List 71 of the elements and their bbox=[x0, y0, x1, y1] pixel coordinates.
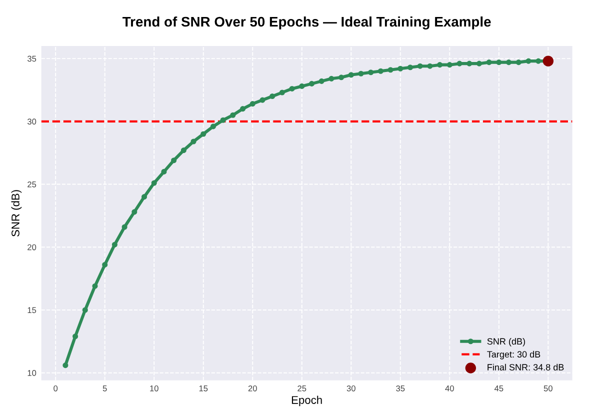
point bbox=[230, 112, 236, 118]
point bbox=[180, 148, 186, 154]
point bbox=[141, 194, 148, 200]
point bbox=[210, 124, 216, 130]
point bbox=[496, 60, 502, 66]
x-tick-label: 45 bbox=[494, 386, 504, 392]
point bbox=[328, 76, 334, 82]
point bbox=[190, 138, 196, 144]
chart-title: Trend of SNR Over 50 Epochs — Ideal Training Example bbox=[122, 16, 491, 30]
point bbox=[240, 106, 246, 112]
point bbox=[407, 64, 414, 70]
point bbox=[466, 60, 472, 66]
point bbox=[348, 72, 354, 78]
legend-label: SNR (dB) bbox=[487, 338, 525, 346]
point bbox=[299, 83, 305, 89]
point bbox=[417, 63, 423, 69]
point bbox=[427, 63, 433, 69]
x-tick-label: 10 bbox=[150, 385, 158, 392]
point bbox=[250, 101, 256, 107]
point bbox=[132, 209, 138, 215]
x-tick-label: 0 bbox=[54, 385, 58, 392]
point bbox=[171, 158, 177, 164]
x-tick-label: 40 bbox=[445, 385, 454, 392]
point bbox=[526, 58, 532, 64]
point bbox=[260, 97, 266, 103]
point bbox=[200, 131, 206, 137]
y-axis-title: SNR (dB) bbox=[11, 190, 22, 236]
point bbox=[446, 62, 452, 68]
point bbox=[542, 56, 554, 66]
point bbox=[62, 362, 68, 368]
point bbox=[289, 86, 295, 92]
x-tick-label: 25 bbox=[298, 385, 306, 392]
x-tick-label: 15 bbox=[199, 386, 208, 392]
x-tick-label: 35 bbox=[396, 385, 405, 392]
point bbox=[82, 307, 88, 313]
point bbox=[378, 68, 384, 74]
point bbox=[437, 62, 443, 68]
point bbox=[398, 66, 404, 72]
legend-label: Final SNR: 34.8 dB bbox=[488, 364, 564, 370]
point bbox=[279, 90, 285, 96]
y-tick-label: 20 bbox=[28, 244, 36, 250]
y-tick-label: 35 bbox=[27, 56, 36, 62]
point bbox=[122, 224, 128, 230]
point bbox=[161, 168, 167, 174]
point bbox=[506, 60, 512, 66]
point bbox=[308, 80, 315, 86]
point bbox=[318, 78, 324, 84]
point bbox=[368, 70, 374, 76]
x-tick-label: 5 bbox=[102, 386, 107, 392]
point bbox=[72, 334, 78, 340]
point bbox=[516, 60, 522, 66]
point bbox=[338, 74, 344, 80]
legend-label: Target: 30 dB bbox=[487, 350, 540, 360]
point bbox=[102, 262, 108, 268]
point bbox=[92, 283, 98, 289]
point bbox=[388, 67, 394, 73]
point bbox=[112, 242, 118, 248]
x-tick-label: 30 bbox=[346, 385, 356, 392]
y-tick-label: 25 bbox=[28, 181, 36, 188]
x-axis-title: Epoch bbox=[292, 396, 322, 406]
y-tick-label: 10 bbox=[28, 370, 36, 376]
point bbox=[486, 60, 492, 66]
y-tick-label: 30 bbox=[27, 118, 36, 125]
x-tick-label: 50 bbox=[544, 385, 552, 392]
point bbox=[151, 180, 157, 186]
point bbox=[456, 60, 462, 66]
point bbox=[358, 70, 364, 76]
x-tick-label: 20 bbox=[248, 385, 257, 392]
y-tick-label: 15 bbox=[28, 307, 36, 314]
point bbox=[270, 93, 276, 100]
point bbox=[220, 117, 226, 123]
